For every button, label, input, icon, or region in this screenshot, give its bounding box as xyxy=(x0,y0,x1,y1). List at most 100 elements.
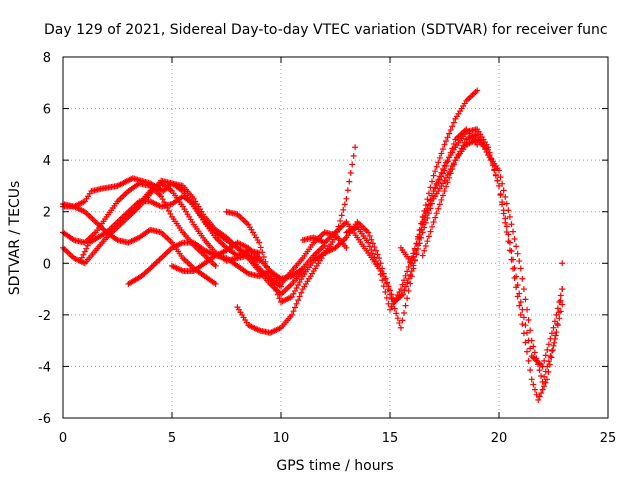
data-point-marker xyxy=(547,353,554,360)
data-point-marker xyxy=(539,378,546,385)
data-point-marker xyxy=(427,184,434,191)
data-point-marker xyxy=(542,352,549,359)
data-point-marker xyxy=(256,249,263,256)
data-point-marker xyxy=(525,317,532,324)
data-point-marker xyxy=(405,275,412,282)
data-point-marker xyxy=(499,199,506,206)
data-point-marker xyxy=(341,201,348,208)
series-point-end xyxy=(559,260,566,267)
data-point-marker xyxy=(268,276,275,283)
data-point-marker xyxy=(371,244,378,251)
data-point-marker xyxy=(444,134,451,141)
data-point-marker xyxy=(427,228,434,235)
data-point-marker xyxy=(553,311,560,318)
data-point-marker xyxy=(548,347,555,354)
data-point-marker xyxy=(541,383,548,390)
data-point-marker xyxy=(427,197,434,204)
data-point-marker xyxy=(491,166,498,173)
data-point-marker xyxy=(377,260,384,267)
x-tick-label: 20 xyxy=(491,431,508,446)
data-point-marker xyxy=(418,220,425,227)
data-point-marker xyxy=(212,262,219,269)
data-point-marker xyxy=(544,346,551,353)
data-point-marker xyxy=(505,207,512,214)
data-point-marker xyxy=(554,322,561,329)
data-point-marker xyxy=(503,200,510,207)
data-point-marker xyxy=(524,329,531,336)
data-point-marker xyxy=(411,247,418,254)
data-point-marker xyxy=(496,182,502,189)
data-point-marker xyxy=(499,180,506,187)
data-point-marker xyxy=(83,245,90,252)
data-point-marker xyxy=(416,227,423,234)
data-point-marker xyxy=(439,192,446,199)
x-tick-label: 0 xyxy=(59,431,67,446)
data-point-marker xyxy=(527,327,534,334)
data-point-marker xyxy=(388,291,395,298)
y-tick-label: 8 xyxy=(43,51,51,66)
data-point-marker xyxy=(443,183,450,190)
data-point-marker xyxy=(374,251,381,258)
data-point-marker xyxy=(508,248,515,255)
data-point-marker xyxy=(401,287,408,294)
data-point-marker xyxy=(399,281,406,288)
series-track-7 xyxy=(125,239,328,287)
data-point-marker xyxy=(382,275,389,282)
data-point-marker xyxy=(433,180,440,187)
series-track-13 xyxy=(397,87,481,267)
data-point-marker xyxy=(402,302,409,309)
y-tick-label: -6 xyxy=(38,412,51,427)
data-point-marker xyxy=(273,287,280,294)
data-point-marker xyxy=(516,258,523,265)
data-point-marker xyxy=(290,308,297,315)
data-point-marker xyxy=(377,271,384,278)
data-point-marker xyxy=(517,298,524,305)
data-point-marker xyxy=(528,376,535,383)
data-point-marker xyxy=(505,231,512,238)
data-point-marker xyxy=(296,293,303,300)
data-point-marker xyxy=(424,238,431,245)
data-point-marker xyxy=(413,251,420,258)
data-point-marker xyxy=(494,177,501,184)
data-point-marker xyxy=(449,165,456,172)
data-point-marker xyxy=(411,256,418,263)
data-point-marker xyxy=(552,332,559,339)
data-point-marker xyxy=(531,386,538,393)
data-point-marker xyxy=(538,390,545,397)
data-point-marker xyxy=(371,254,378,261)
data-point-marker xyxy=(422,202,429,209)
data-point-marker xyxy=(271,284,278,291)
data-point-marker xyxy=(401,277,408,284)
data-point-marker xyxy=(259,249,266,256)
data-point-marker xyxy=(404,295,411,302)
y-tick-label: 6 xyxy=(43,103,51,118)
data-point-marker xyxy=(415,233,422,240)
data-point-marker xyxy=(369,250,376,257)
data-point-marker xyxy=(436,154,443,161)
data-point-marker xyxy=(404,268,411,275)
data-point-marker xyxy=(497,174,504,181)
data-point-marker xyxy=(432,168,439,175)
data-point-marker xyxy=(376,255,383,262)
data-point-marker xyxy=(421,207,428,214)
data-point-marker xyxy=(506,213,513,220)
series-track-8 xyxy=(169,229,350,287)
data-point-marker xyxy=(506,239,513,246)
data-point-marker xyxy=(557,292,564,299)
data-point-marker xyxy=(352,144,359,151)
x-tick-label: 15 xyxy=(382,431,399,446)
data-point-marker xyxy=(539,386,546,393)
data-point-marker xyxy=(376,265,383,272)
series-track-11 xyxy=(299,136,566,403)
data-point-marker xyxy=(554,305,561,312)
data-point-marker xyxy=(450,161,457,168)
data-point-marker xyxy=(474,87,481,94)
data-point-marker xyxy=(550,324,557,331)
data-point-marker xyxy=(530,381,537,388)
data-point-marker xyxy=(435,177,442,184)
data-point-marker xyxy=(500,187,507,194)
data-point-marker xyxy=(366,243,373,250)
data-point-marker xyxy=(511,235,518,242)
data-point-marker xyxy=(432,214,439,221)
data-point-marker xyxy=(369,240,376,247)
